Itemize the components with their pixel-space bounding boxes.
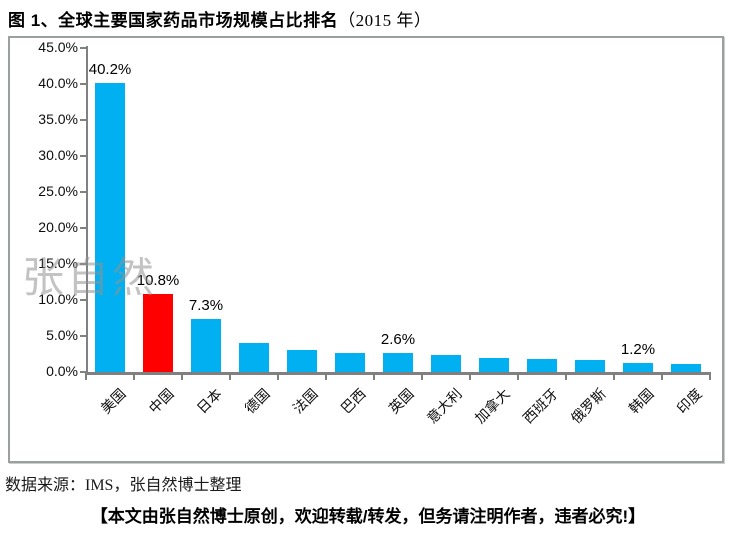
x-axis-label: 巴西 [337,385,369,417]
page-title-year: （2015 年） [338,11,432,30]
bar-11-俄罗斯 [575,360,605,372]
bar-6-巴西 [335,353,365,372]
y-axis-label: 20.0% [38,219,78,235]
x-tick [373,372,375,380]
bar-10-西班牙 [527,359,557,372]
y-axis-label: 45.0% [38,39,78,55]
value-label: 40.2% [88,61,132,78]
value-label: 1.2% [620,341,656,358]
y-tick [80,47,86,49]
y-axis-label: 15.0% [38,255,78,271]
x-axis-label: 德国 [241,385,273,417]
bar-4-德国 [239,343,269,372]
x-tick [517,372,519,380]
x-tick [421,372,423,380]
x-tick [85,372,87,380]
y-tick [80,299,86,301]
x-axis-label: 美国 [97,385,129,417]
x-tick [565,372,567,380]
x-tick [709,372,711,380]
page-title-main: 图 1、全球主要国家药品市场规模占比排名 [8,11,339,30]
x-axis-label: 俄罗斯 [567,385,609,427]
x-axis-label: 意大利 [423,385,465,427]
x-tick [277,372,279,380]
bar-13-印度 [671,364,701,372]
x-axis-label: 中国 [145,385,177,417]
x-axis-label: 西班牙 [519,385,561,427]
y-tick [80,83,86,85]
bar-3-日本 [191,319,221,372]
y-axis-label: 35.0% [38,111,78,127]
footer-note: 【本文由张自然博士原创，欢迎转载/转发，但务请注明作者，违者必究!】 [90,507,646,526]
bar-8-意大利 [431,355,461,372]
x-axis-label: 加拿大 [471,385,513,427]
chart-frame: 45.0% 40.0% 35.0% 30.0% 25.0% 20.0% 15.0% 10.0%… [8,36,724,463]
x-tick [133,372,135,380]
x-axis-label: 印度 [673,385,705,417]
x-tick [325,372,327,380]
x-tick [661,372,663,380]
x-axis-label: 韩国 [625,385,657,417]
y-tick [80,335,86,337]
x-axis-label: 法国 [289,385,321,417]
y-tick [80,119,86,121]
x-tick [469,372,471,380]
plot-area: 45.0% 40.0% 35.0% 30.0% 25.0% 20.0% 15.0% 10.0%… [10,38,722,461]
y-axis-label: 30.0% [38,147,78,163]
bar-12-韩国 [623,363,653,372]
source-note: 数据来源：IMS，张自然博士整理 [5,477,242,494]
bar-5-法国 [287,350,317,372]
y-tick [80,155,86,157]
y-axis-line [86,46,88,374]
x-axis-label: 日本 [193,385,225,417]
x-axis-line [85,372,711,375]
x-tick [181,372,183,380]
y-axis-label: 40.0% [38,75,78,91]
y-axis-label: 0.0% [46,363,78,379]
x-axis-label: 英国 [385,385,417,417]
x-tick [229,372,231,380]
y-axis-label: 10.0% [38,291,78,307]
value-label: 2.6% [380,331,416,348]
value-label: 10.8% [136,272,180,289]
x-tick [613,372,615,380]
y-tick [80,227,86,229]
page-title: 图 1、全球主要国家药品市场规模占比排名（2015 年） [8,6,431,31]
y-axis-label: 5.0% [46,327,78,343]
bar-7-英国 [383,353,413,372]
bar-2-中国 [143,294,173,372]
bar-9-加拿大 [479,358,509,372]
value-label: 7.3% [188,297,224,314]
y-tick [80,191,86,193]
y-axis-label: 25.0% [38,183,78,199]
y-tick [80,371,86,373]
bar-1-美国 [95,83,125,372]
y-tick [80,263,86,265]
